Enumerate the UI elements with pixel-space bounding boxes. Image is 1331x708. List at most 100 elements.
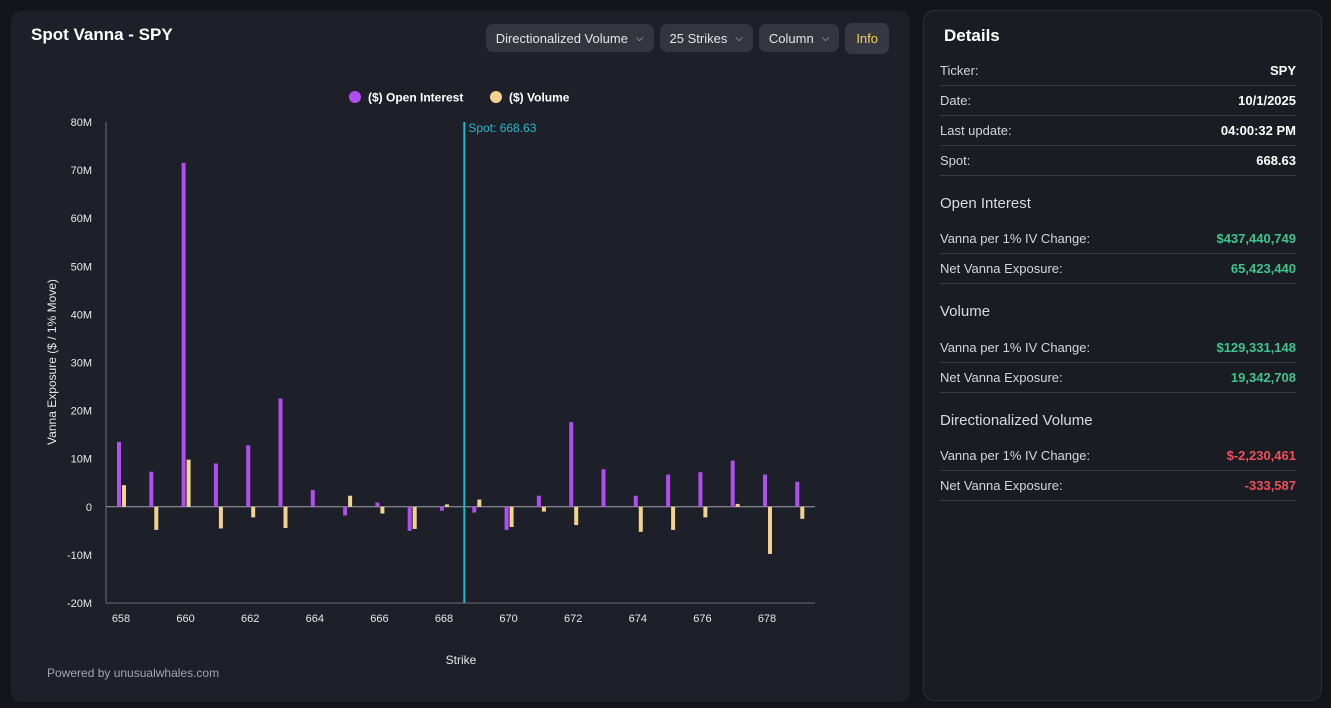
oi-row-net-vanna: Net Vanna Exposure: 65,423,440 bbox=[940, 254, 1296, 284]
volume-bar bbox=[509, 506, 514, 528]
volume-bar bbox=[122, 485, 126, 507]
chart-type-dropdown-label: Column bbox=[768, 30, 814, 46]
volume-bar bbox=[574, 506, 579, 526]
volume-list: Vanna per 1% IV Change: $129,331,148 Net… bbox=[940, 333, 1296, 393]
legend-open-interest-swatch bbox=[349, 91, 361, 103]
volume-bar bbox=[283, 506, 288, 528]
details-panel: Details Ticker: SPY Date: 10/1/2025 Last… bbox=[923, 10, 1322, 701]
open-interest-bar bbox=[343, 506, 348, 516]
detail-label: Spot: bbox=[940, 153, 971, 168]
open-interest-bar bbox=[730, 460, 735, 507]
y-tick-label: 50M bbox=[71, 261, 92, 273]
open-interest-list: Vanna per 1% IV Change: $437,440,749 Net… bbox=[940, 224, 1296, 284]
volume-bar bbox=[218, 506, 223, 529]
powered-by-footer: Powered by unusualwhales.com bbox=[47, 666, 220, 680]
open-interest-bar bbox=[440, 506, 444, 511]
strikes-dropdown-label: 25 Strikes bbox=[669, 30, 728, 46]
vol-row-net-vanna: Net Vanna Exposure: 19,342,708 bbox=[940, 363, 1296, 393]
chevron-down-icon: ⌵ bbox=[635, 32, 644, 44]
y-tick-label: 70M bbox=[71, 165, 92, 177]
open-interest-bar bbox=[601, 469, 606, 507]
vol-row-vanna-iv: Vanna per 1% IV Change: $129,331,148 bbox=[940, 333, 1296, 363]
detail-value: 04:00:32 PM bbox=[1220, 123, 1296, 138]
open-interest-bar bbox=[698, 472, 703, 507]
x-tick-label: 664 bbox=[306, 613, 324, 625]
details-info-list: Ticker: SPY Date: 10/1/2025 Last update:… bbox=[940, 56, 1296, 176]
volume-bar bbox=[671, 506, 676, 530]
volume-bar bbox=[445, 504, 449, 507]
y-tick-label: 10M bbox=[71, 454, 92, 466]
dir-row-net-vanna: Net Vanna Exposure: -333,587 bbox=[940, 471, 1296, 501]
chart-panel: Spot Vanna - SPY Directionalized Volume … bbox=[11, 11, 910, 702]
open-interest-bar bbox=[375, 502, 380, 507]
detail-value: -333,587 bbox=[1244, 478, 1296, 493]
volume-bar bbox=[186, 459, 191, 507]
y-tick-label: 60M bbox=[71, 213, 92, 225]
detail-label: Net Vanna Exposure: bbox=[940, 261, 1063, 276]
y-tick-label: 20M bbox=[71, 406, 92, 418]
detail-label: Ticker: bbox=[940, 63, 979, 78]
open-interest-bar bbox=[569, 422, 574, 507]
detail-label: Vanna per 1% IV Change: bbox=[940, 448, 1091, 463]
y-tick-label: -20M bbox=[67, 598, 92, 610]
volume-bar bbox=[768, 506, 772, 554]
detail-row-date: Date: 10/1/2025 bbox=[940, 86, 1296, 116]
detail-label: Net Vanna Exposure: bbox=[940, 370, 1063, 385]
metric-dropdown[interactable]: Directionalized Volume ⌵ bbox=[485, 24, 654, 52]
x-tick-label: 662 bbox=[241, 613, 259, 625]
volume-bar bbox=[412, 506, 417, 529]
y-tick-label: -10M bbox=[67, 550, 92, 562]
volume-bar bbox=[251, 506, 256, 518]
x-tick-label: 670 bbox=[499, 613, 517, 625]
x-tick-label: 660 bbox=[176, 613, 194, 625]
detail-value: $437,440,749 bbox=[1216, 231, 1296, 246]
detail-value: 65,423,440 bbox=[1230, 261, 1296, 276]
volume-bar bbox=[703, 506, 708, 518]
chart-type-dropdown[interactable]: Column ⌵ bbox=[758, 24, 840, 52]
legend-volume-swatch bbox=[490, 91, 502, 103]
detail-value: 10/1/2025 bbox=[1238, 93, 1296, 108]
x-tick-label: 674 bbox=[629, 613, 647, 625]
volume-bar bbox=[735, 503, 740, 507]
volume-bar bbox=[477, 499, 482, 507]
open-interest-bar bbox=[763, 474, 767, 507]
detail-label: Last update: bbox=[940, 123, 1012, 138]
detail-value: 668.63 bbox=[1256, 153, 1296, 168]
x-tick-label: 676 bbox=[693, 613, 711, 625]
chart-controls: Directionalized Volume ⌵ 25 Strikes ⌵ Co… bbox=[485, 23, 889, 54]
open-interest-bar bbox=[117, 441, 121, 507]
volume-bar bbox=[541, 506, 546, 512]
spot-label: Spot: 668.63 bbox=[468, 121, 536, 135]
detail-label: Net Vanna Exposure: bbox=[940, 478, 1063, 493]
detail-label: Date: bbox=[940, 93, 972, 108]
y-tick-label: 40M bbox=[71, 309, 92, 321]
detail-label: Vanna per 1% IV Change: bbox=[940, 340, 1091, 355]
volume-bar bbox=[638, 506, 643, 532]
oi-row-vanna-iv: Vanna per 1% IV Change: $437,440,749 bbox=[940, 224, 1296, 254]
legend-volume-label: ($) Volume bbox=[509, 91, 570, 105]
volume-bar bbox=[800, 506, 805, 519]
section-title-directionalized: Directionalized Volume bbox=[940, 412, 1093, 429]
x-tick-label: 672 bbox=[564, 613, 582, 625]
open-interest-bar bbox=[633, 495, 638, 507]
strikes-dropdown[interactable]: 25 Strikes ⌵ bbox=[659, 24, 753, 52]
detail-label: Vanna per 1% IV Change: bbox=[940, 231, 1091, 246]
chevron-down-icon: ⌵ bbox=[735, 32, 743, 44]
chevron-down-icon: ⌵ bbox=[821, 32, 830, 44]
open-interest-bar bbox=[407, 506, 412, 531]
metric-dropdown-label: Directionalized Volume bbox=[495, 30, 628, 46]
detail-value: 19,342,708 bbox=[1230, 370, 1296, 385]
info-button[interactable]: Info bbox=[845, 23, 889, 54]
chart-title: Spot Vanna - SPY bbox=[31, 25, 173, 44]
y-tick-label: 80M bbox=[71, 117, 92, 129]
volume-bar bbox=[380, 506, 385, 514]
detail-value: $-2,230,461 bbox=[1226, 448, 1296, 463]
open-interest-bar bbox=[278, 398, 283, 507]
open-interest-bar bbox=[310, 489, 315, 507]
dir-row-vanna-iv: Vanna per 1% IV Change: $-2,230,461 bbox=[940, 441, 1296, 471]
x-axis-title: Strike bbox=[446, 653, 477, 667]
y-tick-label: 30M bbox=[71, 358, 92, 370]
detail-row-spot: Spot: 668.63 bbox=[940, 146, 1296, 176]
section-title-open-interest: Open Interest bbox=[940, 195, 1031, 212]
open-interest-bar bbox=[504, 506, 509, 530]
